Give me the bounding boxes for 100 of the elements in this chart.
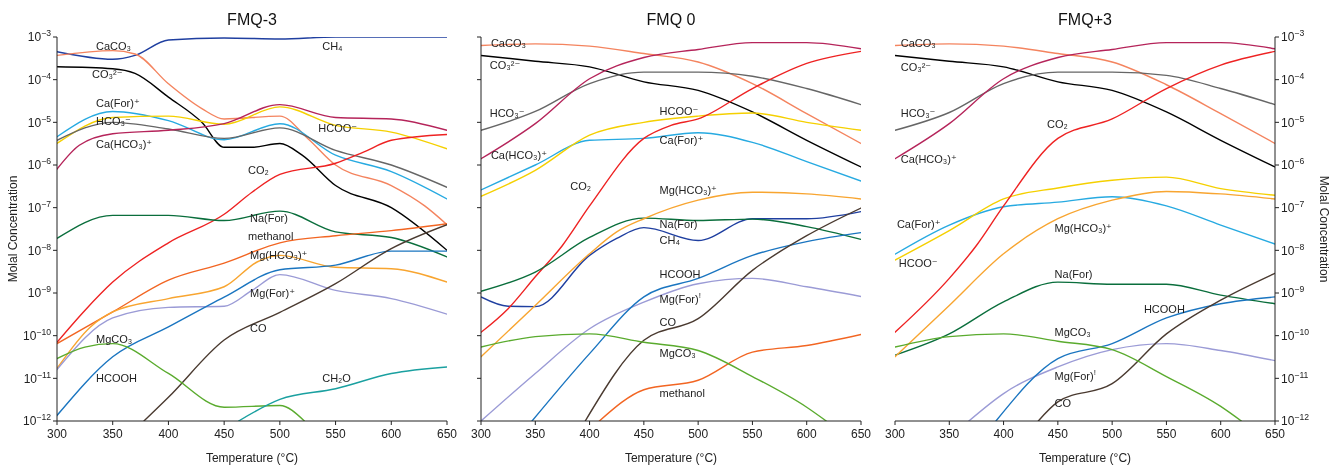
series-label: HCO₃⁻	[900, 106, 936, 119]
series-label: CO₂	[1047, 118, 1068, 131]
y-tick-label: 10$^{−10}$	[23, 326, 52, 343]
x-tick-label: 500	[688, 426, 709, 441]
series-label: CO₃²⁻	[92, 68, 123, 81]
series-label: Ca(For)⁺	[96, 97, 140, 110]
x-tick-label: 650	[850, 426, 872, 441]
x-tick-label: 450	[633, 426, 655, 441]
series-label: Na(For)	[1054, 267, 1093, 280]
x-tick-label: 350	[102, 426, 124, 441]
y2-tick-label: 10$^{−9}$	[1281, 284, 1305, 301]
line-series	[1037, 272, 1275, 421]
series-label: Na(For)	[659, 218, 698, 231]
series-label: CO	[659, 315, 677, 328]
y-tick-label: 10$^{−6}$	[27, 156, 52, 173]
x-tick-label: 300	[884, 426, 906, 441]
line-series	[895, 190, 1275, 358]
series-label: Ca(HCO₃)⁺	[900, 152, 958, 165]
y2-tick-label: 10$^{−4}$	[1281, 70, 1305, 87]
line-series	[57, 250, 447, 417]
line-series	[57, 66, 447, 252]
x-tick-label: 400	[579, 426, 600, 441]
series-label: CO₃²⁻	[489, 58, 521, 71]
x-tick-label: 600	[796, 426, 818, 441]
y2-tick-label: 10$^{−11}$	[1281, 369, 1309, 386]
series-label: Ca(HCO₃)⁺	[96, 137, 153, 150]
series-label: Mg(HCO₃)⁺	[659, 183, 718, 196]
line-series	[57, 110, 447, 200]
x-tick-label: 550	[325, 426, 346, 441]
x-axis-title: Temperature (°C)	[624, 451, 718, 465]
series-label: CO₂	[570, 179, 592, 192]
x-tick-label: 350	[525, 426, 546, 441]
y-tick-label: 10$^{−12}$	[23, 412, 52, 429]
series-label: HCOOH	[1143, 302, 1185, 315]
series-label: Mg(HCO₃)⁺	[1054, 221, 1113, 234]
series-label: CO	[1054, 396, 1072, 409]
line-series	[143, 223, 447, 421]
x-tick-label: 550	[1156, 426, 1177, 441]
series-label: Mg(For)⁺	[250, 287, 296, 300]
series-label: CO₃²⁻	[900, 60, 932, 73]
x-tick-label: 300	[46, 426, 68, 441]
x-tick-label: 450	[1047, 426, 1069, 441]
series-label: CO	[250, 321, 267, 334]
y2-tick-label: 10$^{−5}$	[1281, 113, 1305, 130]
x-tick-label: 450	[214, 426, 235, 441]
series-label: CaCO₃	[96, 39, 132, 52]
x-tick-label: 600	[1210, 426, 1232, 441]
line-series	[895, 54, 1275, 168]
series-label: MgCO₃	[1054, 325, 1091, 338]
chart-title: FMQ+3	[1057, 11, 1113, 29]
line-series	[968, 342, 1275, 421]
y-axis-title: Molal Concentration	[6, 175, 21, 283]
x-tick-label: 500	[269, 426, 291, 441]
y-tick-label: 10$^{−3}$	[27, 28, 52, 45]
series-label: HCOOH	[96, 371, 137, 384]
x-tick-label: 650	[1264, 426, 1286, 441]
line-series	[57, 37, 447, 61]
series-label: CO₂	[248, 164, 269, 177]
series-label: HCOOH	[659, 267, 701, 280]
y-tick-label: 10$^{−8}$	[27, 241, 52, 258]
series-label: methanol	[659, 387, 705, 400]
series-label: MgCO₃	[96, 333, 133, 346]
y2-axis-title: Molal Concentration	[1316, 175, 1329, 283]
x-tick-label: 650	[436, 426, 458, 441]
line-series	[237, 366, 447, 421]
y2-tick-label: 10$^{−7}$	[1281, 198, 1305, 215]
x-axis-title: Temperature (°C)	[205, 451, 299, 465]
series-label: HCOO⁻	[898, 257, 938, 270]
series-label: HCO₃⁻	[489, 106, 525, 119]
line-series	[57, 133, 447, 343]
y-tick-label: 10$^{−9}$	[27, 284, 52, 301]
series-label: CH₂O	[322, 371, 352, 384]
line-series	[895, 176, 1275, 261]
series-label: CH₄	[659, 233, 681, 246]
line-series	[995, 296, 1275, 421]
x-tick-label: 400	[993, 426, 1014, 441]
y2-tick-label: 10$^{−6}$	[1281, 156, 1305, 173]
series-label: Na(For)	[250, 212, 288, 225]
series-label: Ca(HCO₃)⁺	[490, 148, 548, 161]
y2-tick-label: 10$^{−10}$	[1281, 326, 1310, 343]
series-label: Mg(HCO₃)⁺	[250, 248, 308, 261]
series-label: Mg(For)$^{!}$	[659, 290, 701, 305]
series-label: CH₄	[322, 39, 344, 52]
series-label: methanol	[248, 229, 294, 242]
series-label: HCOO⁻	[659, 104, 699, 117]
x-tick-label: 500	[1102, 426, 1123, 441]
x-tick-label: 400	[158, 426, 179, 441]
y-tick-label: 10$^{−11}$	[23, 369, 52, 386]
x-axis-title: Temperature (°C)	[1038, 451, 1132, 465]
y2-tick-label: 10$^{−12}$	[1281, 412, 1310, 429]
x-tick-label: 550	[742, 426, 763, 441]
series-label: Ca(For)⁺	[896, 218, 941, 231]
x-tick-label: 300	[470, 426, 492, 441]
line-series	[895, 281, 1275, 356]
series-label: MgCO₃	[659, 346, 696, 359]
chart-title: FMQ 0	[645, 11, 697, 29]
y-tick-label: 10$^{−7}$	[27, 198, 52, 215]
x-tick-label: 600	[381, 426, 402, 441]
series-label: Mg(For)$^{!}$	[1054, 367, 1096, 382]
y2-tick-label: 10$^{−3}$	[1281, 28, 1305, 45]
